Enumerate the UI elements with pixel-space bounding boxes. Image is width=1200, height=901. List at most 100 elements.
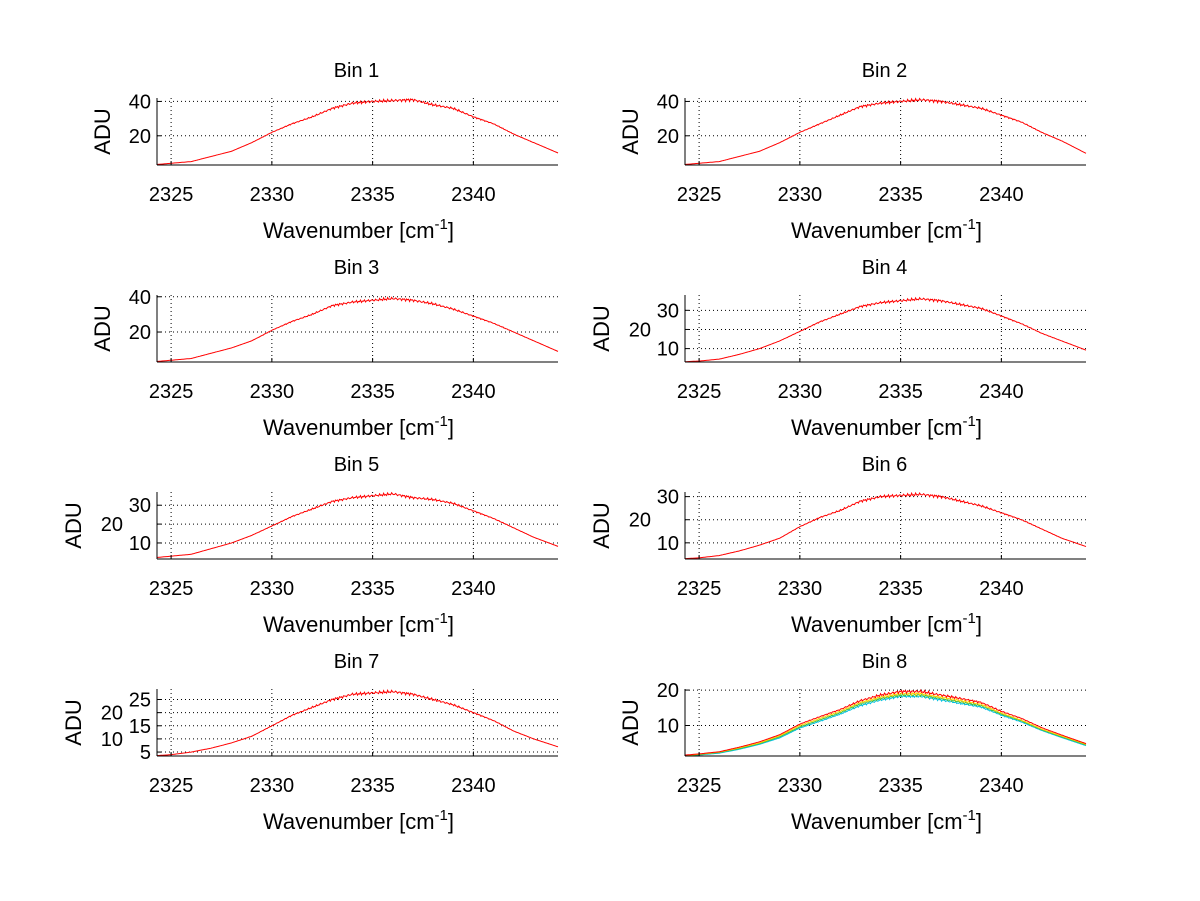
- x-axis-label-superscript: -1: [963, 413, 976, 430]
- x-tick-label: 2340: [979, 775, 1024, 797]
- y-tick-label: 20: [657, 680, 679, 702]
- series-line-yellow: [684, 692, 1087, 756]
- y-axis-label: ADU: [589, 305, 614, 351]
- y-axis-label: ADU: [61, 502, 86, 548]
- x-tick-label: 2330: [778, 578, 823, 600]
- x-axis-label-text: Wavenumber [cm: [263, 809, 435, 834]
- series-line-red: [684, 97, 1087, 165]
- subplot-title: Bin 3: [334, 257, 380, 279]
- x-axis-label: Wavenumber [cm-1]: [263, 610, 454, 637]
- subplot-bin-1: 2325 2330 2335 2340 20 40 Bin 1 Wavenumber [cm-…: [90, 60, 559, 243]
- x-axis-label: Wavenumber [cm-1]: [791, 413, 982, 440]
- y-tick-label: 15: [129, 716, 151, 738]
- y-axis-label: ADU: [61, 699, 86, 745]
- x-tick-label: 2325: [677, 184, 722, 206]
- y-axis-label: ADU: [618, 108, 643, 154]
- x-tick-label: 2335: [350, 381, 395, 403]
- x-axis-label: Wavenumber [cm-1]: [263, 216, 454, 243]
- subplot-title: Bin 8: [862, 651, 908, 673]
- series-line-cyan: [685, 693, 1087, 757]
- x-tick-label: 2330: [778, 184, 823, 206]
- x-axis-label: Wavenumber [cm-1]: [263, 413, 454, 440]
- x-tick-label: 2325: [677, 381, 722, 403]
- subplot-title: Bin 2: [862, 60, 908, 82]
- x-tick-label: 2340: [979, 381, 1024, 403]
- series-line-red: [685, 296, 1087, 363]
- x-tick-label: 2335: [878, 381, 923, 403]
- y-tick-label: 25: [129, 690, 151, 712]
- subplot-title: Bin 6: [862, 454, 908, 476]
- series-line-red: [684, 688, 1087, 756]
- y-axis-label: ADU: [589, 502, 614, 548]
- y-tick-label: 20: [629, 319, 651, 341]
- x-axis-label-text: Wavenumber [cm: [791, 415, 963, 440]
- y-tick-label: 30: [129, 495, 151, 517]
- x-tick-label: 2335: [878, 184, 923, 206]
- x-tick-label: 2325: [149, 775, 194, 797]
- y-tick-label: 20: [629, 510, 651, 532]
- x-axis-label-text: Wavenumber [cm: [263, 612, 435, 637]
- x-tick-label: 2325: [149, 578, 194, 600]
- subplot-title: Bin 5: [334, 454, 380, 476]
- x-axis-label-text: Wavenumber [cm: [791, 218, 963, 243]
- x-tick-label: 2340: [451, 775, 496, 797]
- x-axis-label-superscript: -1: [963, 807, 976, 824]
- y-axis-label: ADU: [90, 305, 115, 351]
- x-axis-label-text: Wavenumber [cm: [263, 218, 435, 243]
- x-axis-label-superscript: -1: [435, 413, 448, 430]
- x-axis-label-superscript: -1: [435, 216, 448, 233]
- y-tick-label: 30: [657, 487, 679, 509]
- series-line-red: [684, 491, 1087, 560]
- x-tick-label: 2330: [250, 381, 295, 403]
- series-line-red: [156, 491, 559, 558]
- series-line-red: [156, 688, 559, 757]
- y-tick-label: 40: [129, 91, 151, 113]
- x-tick-label: 2325: [677, 578, 722, 600]
- x-axis-label-close: ]: [448, 415, 454, 440]
- x-tick-label: 2330: [250, 775, 295, 797]
- x-axis-label: Wavenumber [cm-1]: [791, 216, 982, 243]
- x-axis-label-close: ]: [976, 809, 982, 834]
- y-tick-label: 10: [657, 716, 679, 738]
- x-tick-label: 2325: [677, 775, 722, 797]
- x-axis-label: Wavenumber [cm-1]: [263, 807, 454, 834]
- x-tick-label: 2330: [250, 184, 295, 206]
- x-axis-label-close: ]: [448, 809, 454, 834]
- subplot-bin-2: 2325 2330 2335 2340 20 40 Bin 2 Wavenumber [cm-…: [618, 60, 1087, 243]
- subplot-title: Bin 1: [334, 60, 380, 82]
- x-tick-label: 2335: [350, 578, 395, 600]
- y-tick-label: 30: [657, 300, 679, 322]
- y-axis-label: ADU: [90, 108, 115, 154]
- y-tick-label: 10: [129, 533, 151, 555]
- y-tick-label: 20: [101, 703, 123, 725]
- x-tick-label: 2335: [350, 184, 395, 206]
- x-tick-label: 2325: [149, 184, 194, 206]
- x-tick-label: 2340: [451, 578, 496, 600]
- x-axis-label-text: Wavenumber [cm: [791, 809, 963, 834]
- x-axis-label-superscript: -1: [435, 807, 448, 824]
- subplot-bin-6: 2325 2330 2335 2340 10 20 30 Bin 6 Wavenumber [c…: [589, 454, 1087, 637]
- x-tick-label: 2325: [149, 381, 194, 403]
- x-tick-label: 2340: [979, 578, 1024, 600]
- y-tick-label: 20: [101, 514, 123, 536]
- x-tick-label: 2335: [878, 775, 923, 797]
- x-axis-label-text: Wavenumber [cm: [263, 415, 435, 440]
- series-line-red: [156, 98, 559, 165]
- x-tick-label: 2335: [350, 775, 395, 797]
- x-tick-label: 2330: [778, 381, 823, 403]
- y-tick-label: 40: [657, 91, 679, 113]
- x-axis-label: Wavenumber [cm-1]: [791, 807, 982, 834]
- series-line-green: [684, 692, 1087, 757]
- x-tick-label: 2340: [451, 381, 496, 403]
- x-axis-label-close: ]: [448, 612, 454, 637]
- x-axis-label-superscript: -1: [963, 216, 976, 233]
- y-tick-label: 40: [129, 287, 151, 309]
- x-axis-label-text: Wavenumber [cm: [791, 612, 963, 637]
- subplot-bin-5: 2325 2330 2335 2340 10 20 30 Bin 5 Wavenumber [c…: [61, 454, 559, 637]
- subplot-bin-7: 2325 2330 2335 2340 5 10 15 20 25 Bin 7 Wavenumber…: [61, 651, 559, 834]
- y-tick-label: 10: [657, 339, 679, 361]
- x-axis-label-close: ]: [448, 218, 454, 243]
- y-tick-label: 5: [140, 742, 151, 764]
- y-tick-label: 10: [657, 533, 679, 555]
- x-tick-label: 2335: [878, 578, 923, 600]
